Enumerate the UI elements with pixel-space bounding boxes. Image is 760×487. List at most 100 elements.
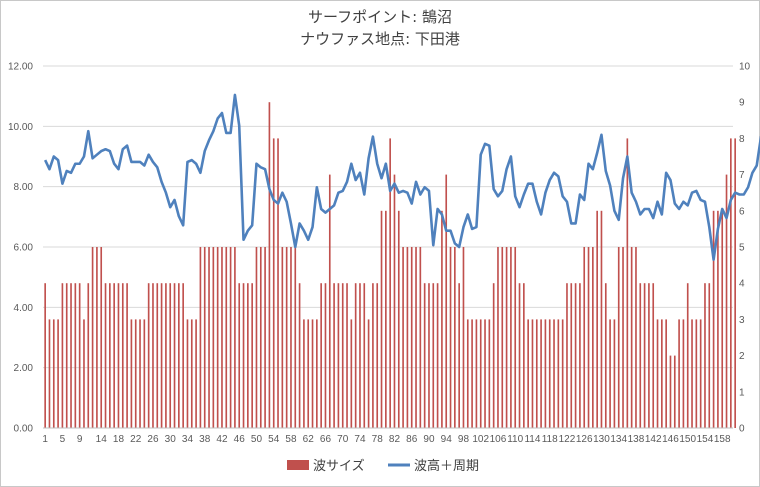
bar — [441, 210, 443, 428]
x-tick-label: 42 — [216, 434, 228, 445]
bar — [178, 283, 180, 428]
bar — [290, 247, 292, 428]
bar — [415, 247, 417, 428]
bar — [294, 247, 297, 428]
bar — [514, 247, 517, 428]
bar — [673, 355, 676, 428]
bar — [104, 283, 107, 428]
bar — [579, 283, 581, 428]
bar — [557, 319, 560, 428]
bar — [466, 319, 469, 428]
bar — [143, 319, 146, 428]
bar — [652, 283, 655, 428]
bar — [91, 247, 94, 428]
bar — [165, 283, 167, 428]
bar — [173, 283, 176, 428]
y-left-tick-label: 6.00 — [14, 243, 34, 254]
bar — [212, 247, 215, 428]
x-tick-label: 98 — [458, 434, 470, 445]
bar — [445, 174, 448, 428]
x-tick-label: 26 — [147, 434, 159, 445]
bar — [393, 174, 396, 428]
bar — [527, 319, 529, 428]
bar — [639, 283, 642, 428]
bar — [518, 283, 521, 428]
bar — [268, 102, 271, 428]
bar — [630, 247, 633, 428]
bar — [544, 319, 547, 428]
bar — [699, 319, 702, 428]
bar — [682, 319, 685, 428]
bar — [303, 319, 305, 428]
x-tick-label: 158 — [714, 434, 731, 445]
bar — [704, 283, 706, 428]
bar — [117, 283, 120, 428]
x-tick-label: 62 — [303, 434, 315, 445]
bar — [484, 319, 486, 428]
bar — [661, 319, 663, 428]
bar — [216, 247, 219, 428]
y-left-tick-label: 4.00 — [14, 303, 34, 314]
x-tick-label: 102 — [472, 434, 489, 445]
x-tick-label: 82 — [389, 434, 401, 445]
bar — [635, 247, 637, 428]
bar — [359, 283, 361, 428]
x-tick-label: 134 — [610, 434, 627, 445]
x-tick-label: 118 — [542, 434, 558, 445]
bar — [324, 283, 327, 428]
x-tick-label: 5 — [60, 434, 66, 445]
bar — [337, 283, 340, 428]
bar — [160, 283, 163, 428]
y-right-tick-label: 7 — [739, 170, 745, 181]
x-tick-label: 122 — [559, 434, 576, 445]
bar — [531, 319, 534, 428]
bar — [109, 283, 111, 428]
bar — [152, 283, 154, 428]
bar-series — [44, 102, 736, 428]
bar — [695, 319, 698, 428]
bar — [242, 283, 245, 428]
bar — [488, 319, 491, 428]
bar — [363, 283, 366, 428]
bar — [44, 283, 46, 428]
y-right-tick-label: 1 — [739, 387, 745, 398]
bar — [341, 283, 344, 428]
bar — [65, 283, 68, 428]
chart-title-line1: サーフポイント: 鵠沼 — [308, 8, 452, 26]
bar — [617, 247, 620, 428]
bar — [419, 247, 422, 428]
bar — [208, 247, 210, 428]
bar — [376, 283, 379, 428]
x-tick-label: 138 — [628, 434, 645, 445]
y-left-tick-label: 10.00 — [8, 122, 33, 133]
bar — [492, 283, 495, 428]
bar — [678, 319, 680, 428]
bar — [87, 283, 90, 428]
bar — [70, 283, 72, 428]
bar — [225, 247, 228, 428]
bar — [52, 319, 55, 428]
bar — [83, 319, 85, 428]
bar — [721, 210, 724, 428]
bar — [238, 283, 241, 428]
bar — [471, 319, 473, 428]
x-tick-label: 90 — [423, 434, 435, 445]
y-right-tick-label: 0 — [739, 424, 745, 435]
x-tick-label: 74 — [354, 434, 366, 445]
bar — [190, 319, 193, 428]
bar — [510, 247, 512, 428]
x-tick-label: 22 — [130, 434, 142, 445]
bar — [553, 319, 555, 428]
bar — [186, 319, 189, 428]
bar — [592, 247, 594, 428]
bar — [195, 319, 197, 428]
bar — [454, 247, 456, 428]
bar — [523, 283, 525, 428]
bar — [665, 319, 667, 428]
bar — [712, 210, 715, 428]
x-tick-label: 70 — [337, 434, 349, 445]
bar — [139, 319, 141, 428]
bar — [203, 247, 206, 428]
bar — [130, 319, 133, 428]
